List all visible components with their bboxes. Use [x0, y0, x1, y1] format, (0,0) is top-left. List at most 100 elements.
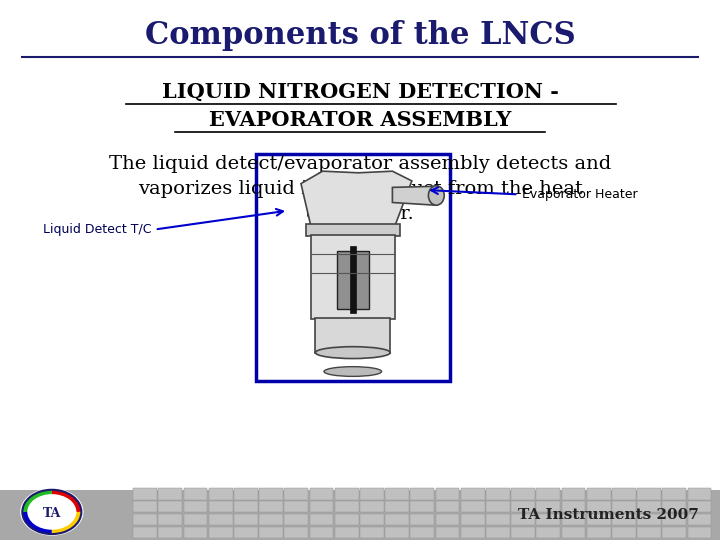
Bar [133, 501, 157, 512]
Bar [335, 526, 359, 538]
Bar [259, 514, 283, 525]
Bar [184, 488, 207, 500]
Bar [536, 501, 560, 512]
Bar [511, 526, 535, 538]
Circle shape [20, 488, 84, 536]
Text: EVAPORATOR ASSEMBLY: EVAPORATOR ASSEMBLY [209, 110, 511, 130]
Bar [360, 514, 384, 525]
Bar [133, 488, 157, 500]
Bar [662, 526, 686, 538]
Bar [310, 501, 333, 512]
Bar [133, 514, 157, 525]
Polygon shape [301, 171, 412, 227]
Bar [209, 526, 233, 538]
Bar [410, 526, 434, 538]
Bar [259, 501, 283, 512]
Ellipse shape [324, 367, 382, 376]
Ellipse shape [315, 347, 390, 359]
Bar [385, 501, 409, 512]
Bar [158, 514, 182, 525]
Bar [587, 514, 611, 525]
Bar [536, 514, 560, 525]
Bar [284, 488, 308, 500]
Bar [259, 526, 283, 538]
Bar [486, 501, 510, 512]
Bar [511, 488, 535, 500]
Bar [350, 246, 356, 313]
Bar [284, 501, 308, 512]
Bar [436, 488, 459, 500]
Bar [209, 488, 233, 500]
Bar [360, 488, 384, 500]
Bar [284, 526, 308, 538]
Bar [158, 488, 182, 500]
Polygon shape [392, 186, 436, 205]
Bar [461, 501, 485, 512]
Bar [562, 488, 585, 500]
Bar [637, 514, 661, 525]
Bar [133, 526, 157, 538]
Bar [158, 501, 182, 512]
Bar [536, 526, 560, 538]
Bar [587, 488, 611, 500]
Bar [360, 526, 384, 538]
Text: LIQUID NITROGEN DETECTION -: LIQUID NITROGEN DETECTION - [161, 82, 559, 102]
Bar [259, 488, 283, 500]
Text: TA: TA [42, 507, 61, 520]
Bar [256, 154, 450, 381]
Bar [310, 488, 333, 500]
Bar [486, 514, 510, 525]
Bar [536, 488, 560, 500]
Bar [587, 526, 611, 538]
Bar [234, 501, 258, 512]
Bar [662, 501, 686, 512]
Bar [284, 514, 308, 525]
Bar [184, 501, 207, 512]
Bar [234, 488, 258, 500]
Text: The liquid detect/evaporator assembly detects and
vaporizes liquid in the exhaus: The liquid detect/evaporator assembly de… [109, 155, 611, 223]
Bar [486, 526, 510, 538]
Bar [612, 526, 636, 538]
Bar [662, 514, 686, 525]
Bar [310, 514, 333, 525]
Bar [562, 526, 585, 538]
Bar [385, 526, 409, 538]
Bar [385, 488, 409, 500]
Bar [436, 501, 459, 512]
Bar [612, 514, 636, 525]
Bar [662, 488, 686, 500]
Bar [234, 526, 258, 538]
Bar [486, 488, 510, 500]
Bar [436, 526, 459, 538]
Bar [637, 501, 661, 512]
Bar [209, 514, 233, 525]
Bar [688, 501, 711, 512]
Bar [310, 526, 333, 538]
Bar [688, 488, 711, 500]
Bar [410, 488, 434, 500]
Bar [436, 514, 459, 525]
Bar [209, 501, 233, 512]
Bar [311, 235, 395, 319]
Bar [562, 514, 585, 525]
Text: TA Instruments 2007: TA Instruments 2007 [518, 508, 698, 522]
Bar [306, 224, 400, 236]
Bar [0, 490, 720, 540]
Bar [637, 526, 661, 538]
Bar [511, 514, 535, 525]
Bar [385, 514, 409, 525]
Bar [612, 488, 636, 500]
Bar [410, 501, 434, 512]
Text: Components of the LNCS: Components of the LNCS [145, 19, 575, 51]
Text: Evaporator Heater: Evaporator Heater [522, 188, 638, 201]
Bar [335, 514, 359, 525]
Bar [612, 501, 636, 512]
Bar [562, 501, 585, 512]
Ellipse shape [428, 186, 444, 205]
Bar [184, 514, 207, 525]
Bar [461, 526, 485, 538]
Bar [360, 501, 384, 512]
Bar [410, 514, 434, 525]
Bar [511, 501, 535, 512]
Bar [461, 514, 485, 525]
